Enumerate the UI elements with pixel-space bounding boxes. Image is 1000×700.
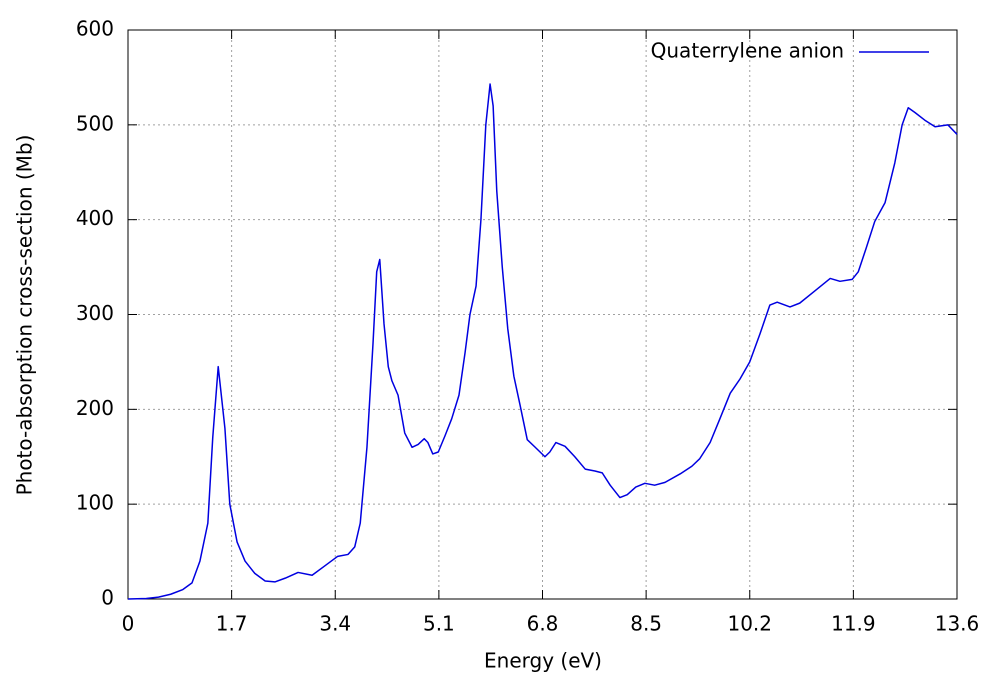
x-tick-label: 11.9 [831,612,876,636]
y-axis-label: Photo-absorption cross-section (Mb) [13,135,37,496]
y-tick-label: 300 [76,301,114,325]
x-tick-label: 5.1 [423,612,455,636]
plot-frame [127,29,958,600]
x-tick-label: 0 [122,612,135,636]
y-tick-label: 100 [76,491,114,515]
y-tick-label: 200 [76,396,114,420]
y-tick-label: 600 [76,17,114,41]
x-tick-label: 6.8 [527,612,559,636]
y-tick-label: 500 [76,111,114,135]
x-axis-label: Energy (eV) [484,649,602,673]
x-tick-label: 3.4 [319,612,351,636]
legend-label: Quaterrylene anion [651,39,844,63]
data-line [127,83,958,600]
x-tick-label: 8.5 [630,612,662,636]
y-tick-label: 0 [101,586,114,610]
x-tick-label: 1.7 [216,612,248,636]
x-tick-label: 10.2 [727,612,772,636]
y-tick-label: 400 [76,206,114,230]
x-tick-label: 13.6 [935,612,980,636]
